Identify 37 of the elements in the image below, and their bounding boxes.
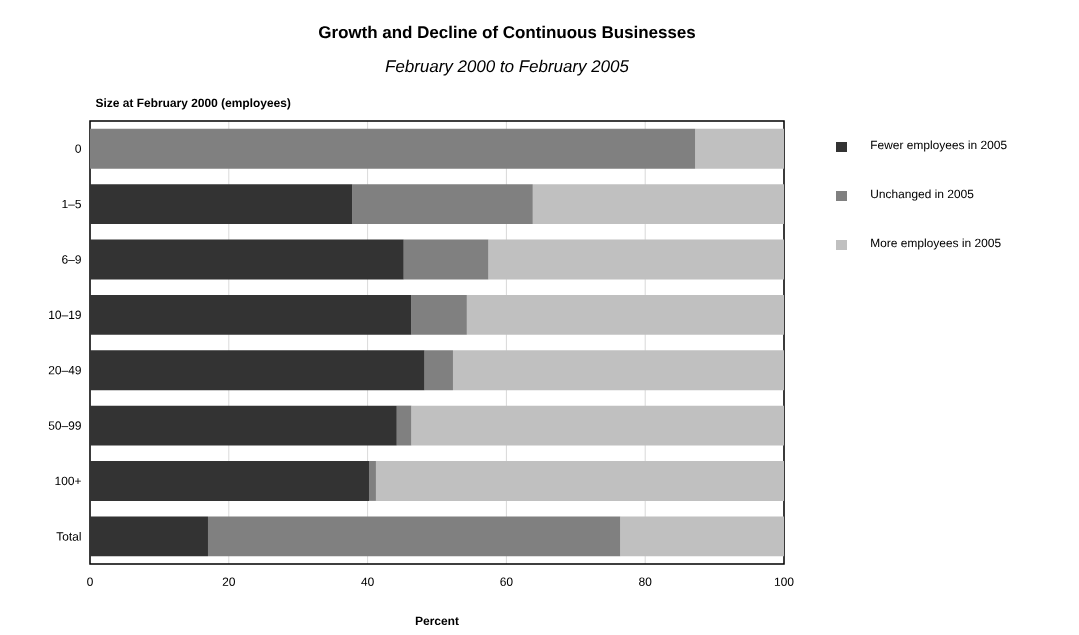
x-tick-label: 100 <box>774 577 794 586</box>
x-tick-label: 0 <box>87 577 93 586</box>
y-tick-label: 20–49 <box>48 365 81 375</box>
y-tick-label: 6–9 <box>62 255 81 264</box>
bar <box>411 294 467 335</box>
legend-label: Unchanged in 2005 <box>871 189 974 201</box>
y-axis-title: Size at February 2000 (employees) <box>95 98 291 110</box>
y-tick-label: Total <box>56 531 81 541</box>
bar <box>90 350 425 391</box>
bar <box>396 405 412 446</box>
bar <box>424 350 453 391</box>
x-tick-label: 20 <box>222 577 235 586</box>
y-tick-label: 100+ <box>55 476 81 486</box>
x-axis-title: Percent <box>415 616 459 626</box>
bar <box>352 184 533 224</box>
y-tick-label: 0 <box>75 144 82 153</box>
bar <box>90 294 412 335</box>
y-tick-label: 1–5 <box>62 199 81 209</box>
x-tick-label: 40 <box>361 577 374 586</box>
x-tick-label: 80 <box>639 577 652 586</box>
bar <box>90 461 369 501</box>
bar <box>403 239 489 280</box>
bar <box>695 128 785 169</box>
legend-label: Fewer employees in 2005 <box>871 140 1007 152</box>
chart-title: Growth and Decline of Continuous Businesses <box>319 25 695 39</box>
x-tick-label: 60 <box>500 577 513 586</box>
legend-label: More employees in 2005 <box>871 238 1001 250</box>
bar <box>90 405 397 446</box>
y-tick-label: 50–99 <box>48 421 81 430</box>
bar <box>90 128 696 169</box>
bar <box>90 516 208 557</box>
bar <box>90 239 404 280</box>
bar <box>90 184 353 224</box>
bar <box>207 516 621 557</box>
y-tick-label: 10–19 <box>49 310 81 320</box>
chart-subtitle: February 2000 to February 2005 <box>385 59 629 76</box>
bar <box>368 461 376 501</box>
